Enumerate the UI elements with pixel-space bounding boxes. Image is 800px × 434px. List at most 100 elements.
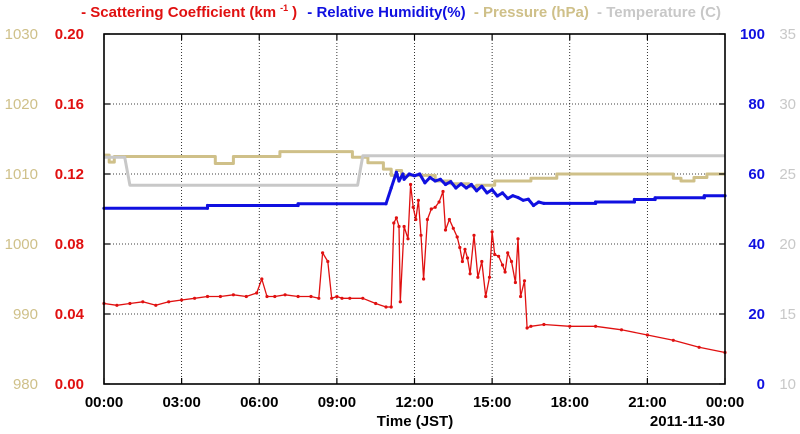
- data-point-humidity: [495, 194, 499, 198]
- y-tick-label-scattering: 0.12: [55, 166, 84, 183]
- data-point-scattering: [361, 296, 365, 300]
- data-point-humidity: [418, 172, 422, 176]
- data-point-scattering: [468, 272, 472, 276]
- data-point-scattering: [429, 207, 433, 211]
- data-point-humidity: [407, 172, 411, 176]
- data-point-humidity: [521, 198, 525, 202]
- legend-scattering: - Scattering Coefficient (km -1): [81, 3, 298, 21]
- data-point-scattering: [645, 333, 650, 337]
- data-point-scattering: [513, 280, 518, 285]
- data-point-scattering: [180, 298, 184, 302]
- data-point-scattering: [296, 294, 300, 299]
- data-point-humidity: [449, 180, 453, 184]
- y-tick-label-temperature: 30: [779, 96, 796, 113]
- legend-pressure: - Pressure (hPa): [473, 4, 589, 21]
- data-point-humidity: [428, 175, 432, 180]
- data-point-scattering: [490, 230, 494, 234]
- y-tick-label-scattering: 0.20: [55, 26, 84, 43]
- data-point-scattering: [425, 217, 429, 222]
- data-point-humidity: [485, 191, 489, 195]
- data-point-scattering: [619, 328, 624, 332]
- data-point-humidity: [205, 203, 210, 208]
- data-point-scattering: [398, 300, 402, 304]
- data-point-scattering: [384, 305, 388, 309]
- y-tick-label-humidity: 80: [748, 96, 765, 113]
- data-point-humidity: [454, 186, 458, 190]
- y-tick-label-temperature: 25: [779, 166, 796, 183]
- data-point-scattering: [542, 322, 546, 327]
- data-point-scattering: [255, 291, 259, 295]
- y-tick-label-scattering: 0.00: [55, 376, 84, 393]
- y-tick-label-scattering: 0.04: [55, 306, 85, 323]
- data-point-scattering: [480, 259, 484, 264]
- data-point-scattering: [472, 233, 476, 237]
- y-tick-label-temperature: 10: [779, 376, 796, 393]
- data-point-scattering: [309, 294, 313, 299]
- x-tick-label: 00:00: [706, 394, 744, 411]
- data-point-humidity: [402, 177, 406, 181]
- data-point-scattering: [154, 303, 158, 307]
- data-point-scattering: [506, 251, 510, 255]
- data-point-scattering: [348, 296, 352, 300]
- y-tick-label-humidity: 20: [748, 306, 765, 323]
- data-point-scattering: [503, 270, 507, 274]
- data-point-humidity: [490, 188, 494, 192]
- x-tick-label: 03:00: [162, 394, 200, 411]
- data-point-scattering: [167, 300, 171, 304]
- data-point-scattering: [265, 294, 269, 299]
- data-point-scattering: [525, 326, 529, 330]
- y-tick-label-pressure: 1030: [5, 26, 38, 43]
- data-point-scattering: [402, 224, 406, 229]
- data-point-scattering: [340, 296, 344, 300]
- data-point-scattering: [394, 216, 398, 220]
- x-tick-label: 06:00: [240, 394, 278, 411]
- data-point-scattering: [441, 189, 445, 194]
- data-point-scattering: [128, 301, 132, 306]
- data-point-scattering: [455, 235, 459, 239]
- data-point-humidity: [205, 206, 210, 210]
- data-point-scattering: [409, 182, 413, 187]
- data-point-humidity: [516, 195, 520, 200]
- data-point-scattering: [484, 294, 488, 299]
- data-point-scattering: [392, 221, 396, 225]
- data-point-humidity: [526, 197, 530, 201]
- data-point-humidity: [632, 197, 637, 202]
- data-point-scattering: [326, 259, 330, 264]
- data-point-humidity: [433, 179, 437, 183]
- data-point-humidity: [443, 182, 448, 187]
- data-point-scattering: [522, 279, 527, 283]
- series-line-scattering: [103, 183, 726, 354]
- data-point-humidity: [296, 202, 300, 206]
- chart-legend: - Scattering Coefficient (km -1) - Relati…: [0, 3, 800, 21]
- data-point-humidity: [423, 181, 427, 185]
- y-tick-label-humidity: 100: [740, 26, 765, 43]
- data-point-scattering: [374, 301, 378, 306]
- legend-humidity: - Relative Humidity(%): [307, 4, 466, 21]
- date-label: 2011-11-30: [650, 413, 725, 430]
- y-tick-label-scattering: 0.16: [55, 96, 84, 113]
- data-point-scattering: [463, 247, 467, 251]
- data-point-humidity: [459, 182, 463, 186]
- data-point-scattering: [594, 324, 598, 328]
- data-point-scattering: [447, 217, 451, 222]
- data-point-scattering: [414, 217, 418, 222]
- data-point-humidity: [464, 186, 468, 190]
- y-tick-label-scattering: 0.08: [55, 236, 84, 253]
- data-point-scattering: [460, 259, 464, 264]
- data-point-scattering: [406, 237, 410, 241]
- x-tick-label: 21:00: [628, 394, 666, 411]
- data-point-scattering: [244, 294, 248, 299]
- data-point-scattering: [671, 338, 675, 342]
- x-axis-label: Time (JST): [377, 413, 453, 430]
- data-point-humidity: [568, 201, 572, 205]
- data-point-scattering: [321, 251, 325, 255]
- y-tick-label-humidity: 40: [748, 236, 765, 253]
- data-point-scattering: [115, 303, 119, 307]
- y-tick-label-pressure: 1010: [5, 166, 38, 183]
- x-tick-label: 18:00: [551, 394, 589, 411]
- legend-temperature: - Temperature (C): [597, 4, 721, 21]
- data-point-scattering: [317, 296, 321, 300]
- data-point-scattering: [493, 252, 497, 257]
- y-tick-label-pressure: 990: [13, 306, 38, 323]
